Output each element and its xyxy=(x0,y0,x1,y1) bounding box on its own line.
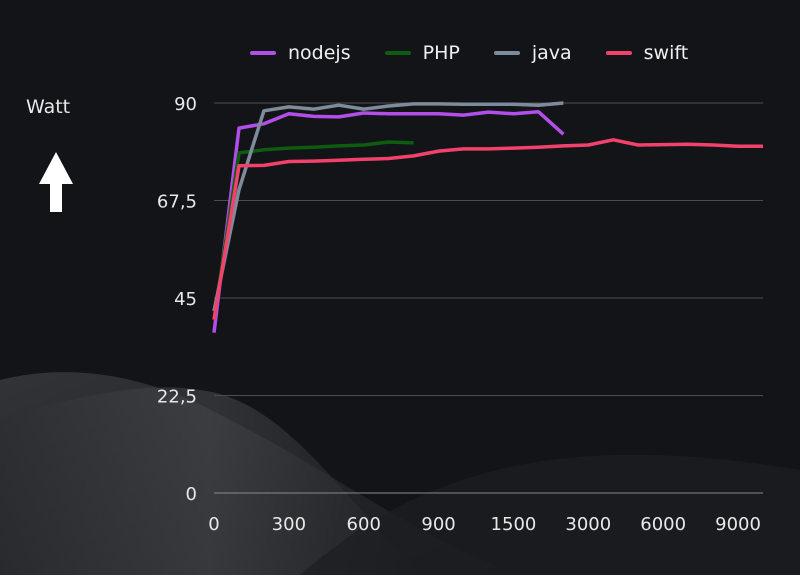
x-tick-label: 6000 xyxy=(640,514,686,535)
legend-label: java xyxy=(531,42,572,64)
y-tick-label: 22,5 xyxy=(157,387,197,408)
legend-swatch xyxy=(493,51,520,55)
legend-item-java[interactable]: java xyxy=(493,42,572,64)
x-tick-label: 600 xyxy=(347,514,381,535)
series-line-swift xyxy=(212,138,763,320)
legend-item-swift[interactable]: swift xyxy=(605,42,689,64)
series-line-java xyxy=(212,101,564,312)
y-tick-label: 45 xyxy=(174,289,197,310)
series-line-nodejs xyxy=(212,109,565,333)
legend-label: PHP xyxy=(422,42,460,64)
legend: nodejs PHP java swift xyxy=(250,42,722,64)
legend-label: swift xyxy=(643,42,689,64)
legend-label: nodejs xyxy=(288,42,351,64)
x-tick-label: 0 xyxy=(208,514,219,535)
x-tick-label: 1500 xyxy=(491,514,537,535)
x-tick-label: 9000 xyxy=(715,514,761,535)
legend-item-nodejs[interactable]: nodejs xyxy=(250,42,351,64)
legend-swatch xyxy=(250,51,276,55)
x-tick-label: 900 xyxy=(421,514,455,535)
y-tick-label: 67,5 xyxy=(157,192,197,213)
legend-item-php[interactable]: PHP xyxy=(384,42,460,64)
arrow-up-icon xyxy=(39,152,73,212)
y-tick-label: 0 xyxy=(186,484,197,505)
y-tick-label: 90 xyxy=(174,94,197,115)
x-tick-label: 300 xyxy=(272,514,306,535)
legend-swatch xyxy=(605,51,632,55)
legend-swatch xyxy=(384,51,411,55)
y-axis-label: Watt xyxy=(26,96,71,118)
series-line-php xyxy=(212,140,414,320)
x-tick-label: 3000 xyxy=(565,514,611,535)
